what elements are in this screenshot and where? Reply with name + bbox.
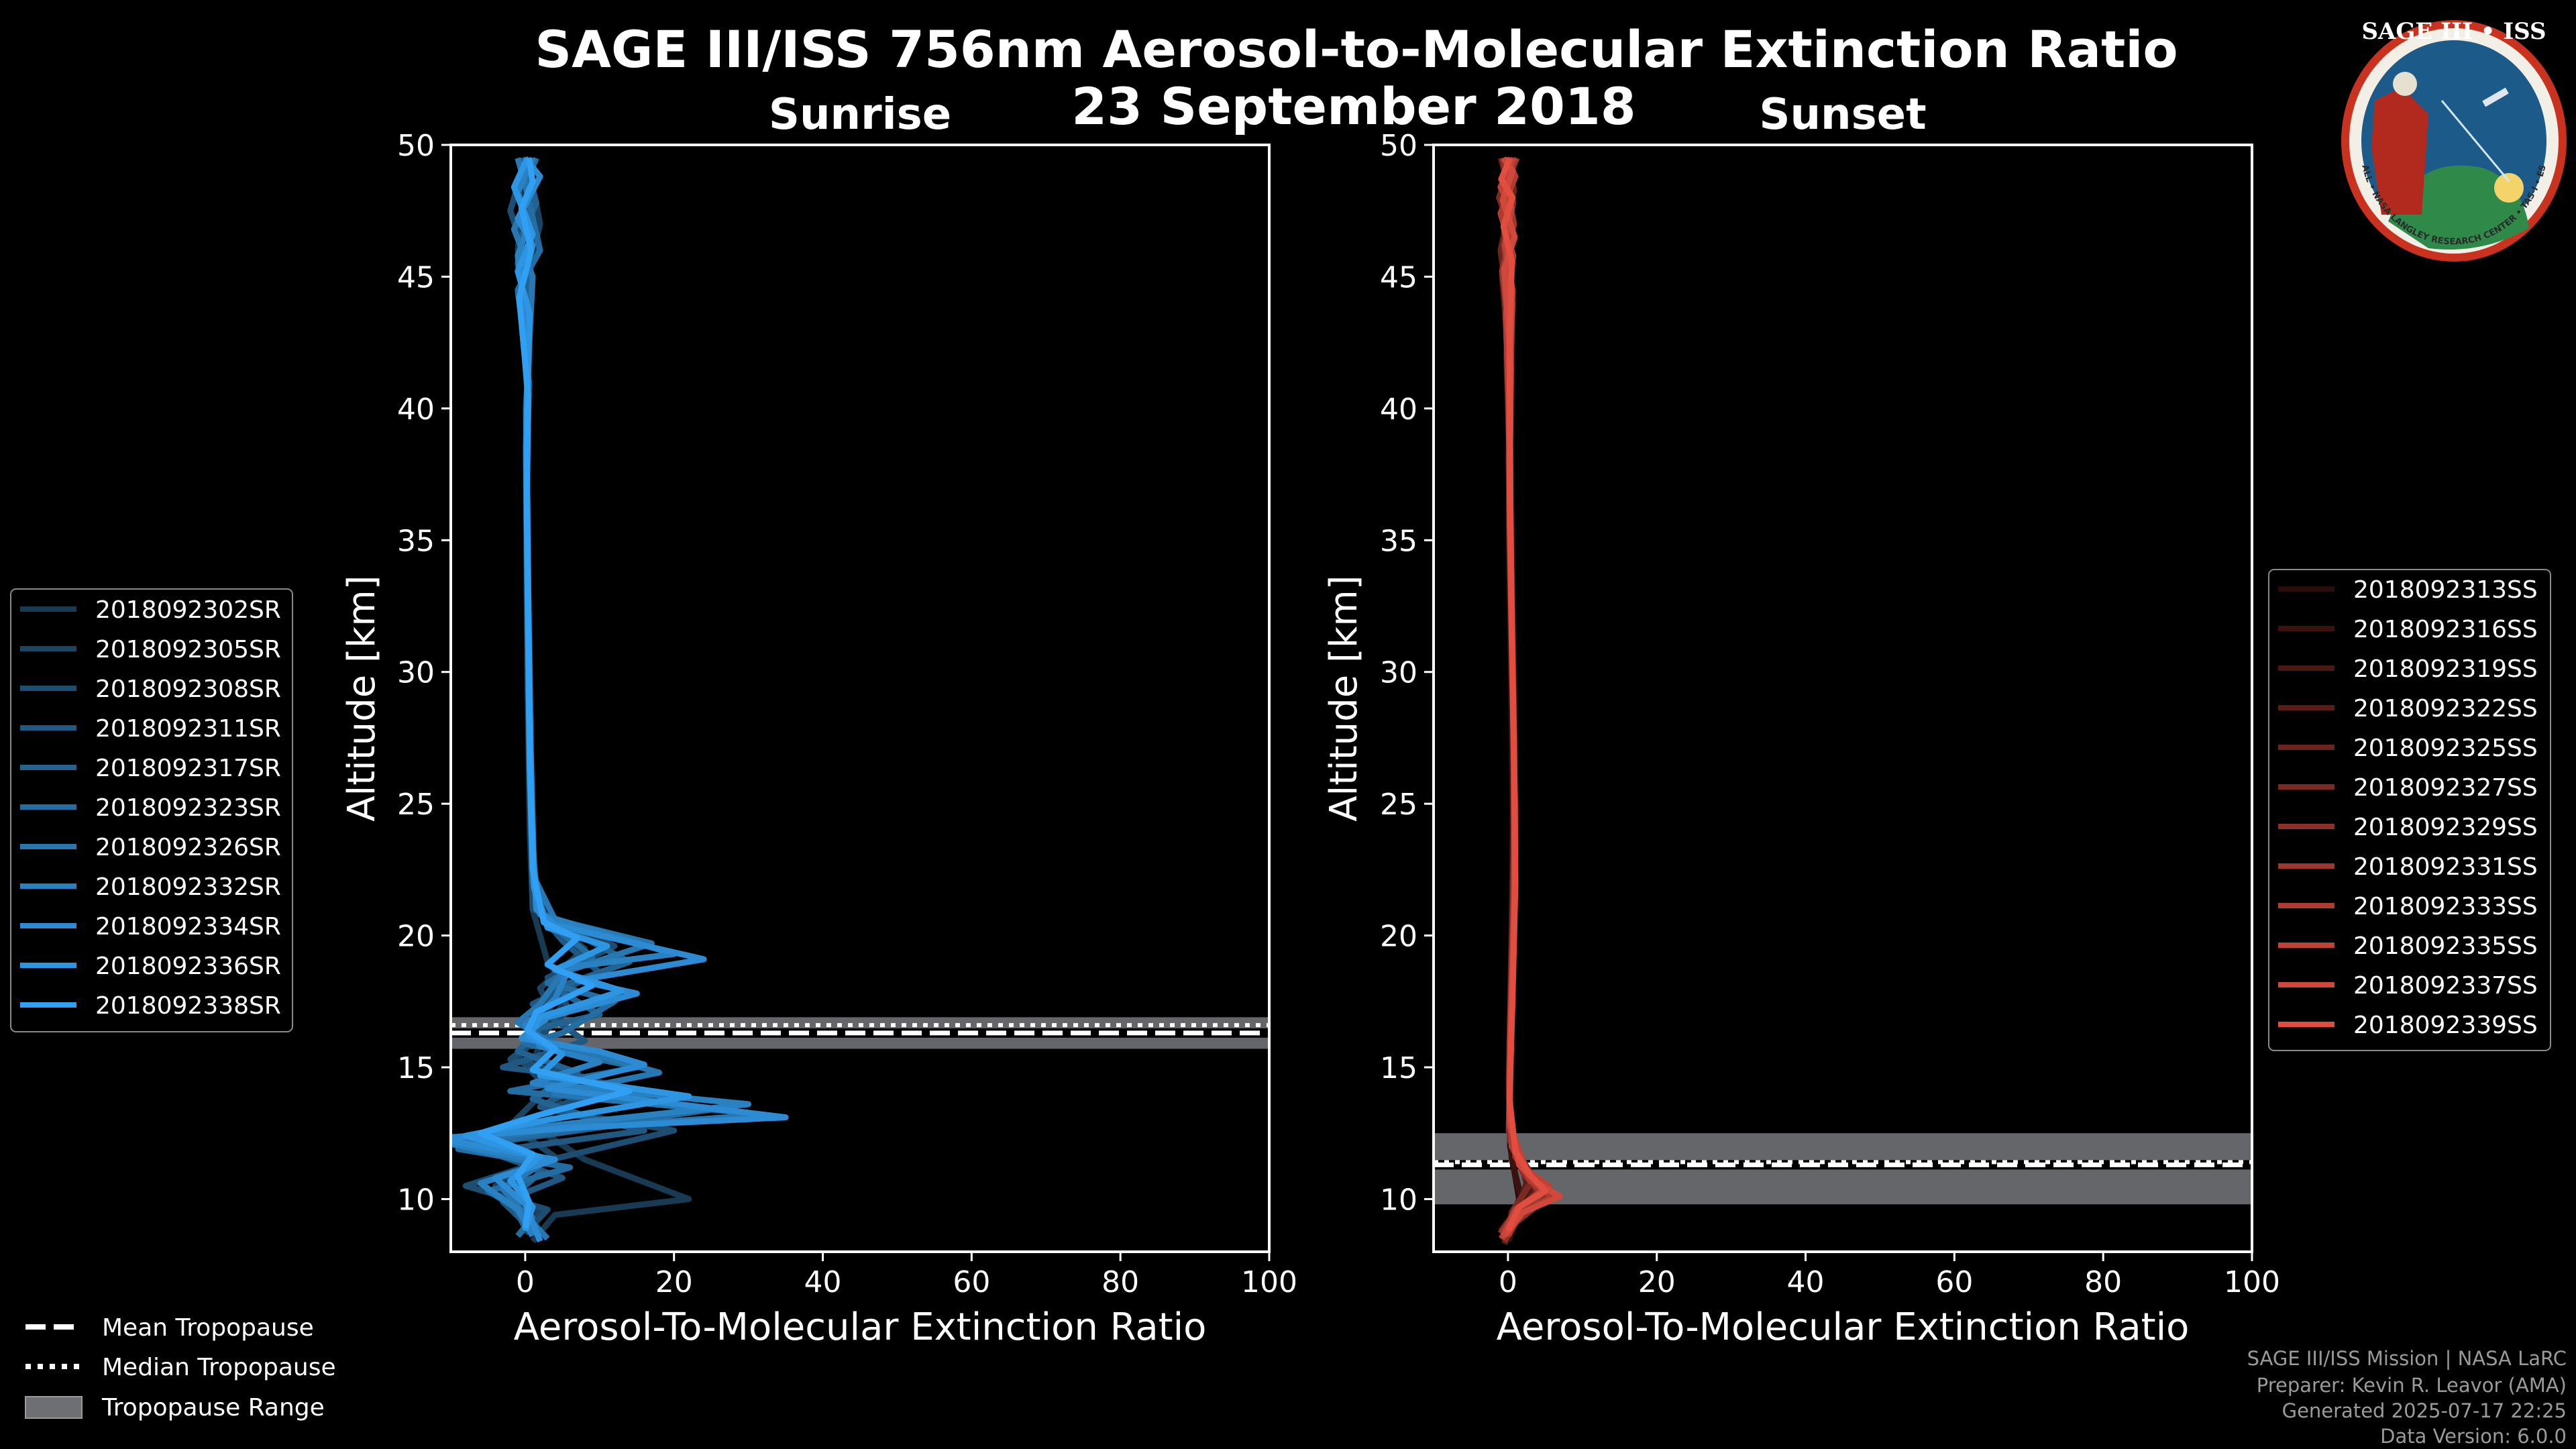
legend-label-2018092339SS: 2018092339SS [2353,1012,2538,1039]
legend-label-2018092311SR: 2018092311SR [95,715,281,743]
sunrise-plot-frame [449,144,1271,1253]
sunset-y-axis-label: Altitude [km] [1322,575,1366,821]
y-tick-label: 40 [397,392,435,427]
footer-mission: SAGE III/ISS Mission | NASA LaRC [2247,1347,2567,1370]
logo-figure-head [2393,72,2417,96]
sunset-legend-box [2268,569,2551,1051]
y-tick-label: 25 [1380,788,1417,822]
sunrise-profile-lines [451,156,789,1244]
y-tick-label: 15 [397,1051,435,1085]
y-tick-label: 25 [397,788,435,822]
x-tick-label: 80 [1102,1265,1139,1299]
sunrise-x-axis-label: Aerosol-To-Molecular Extinction Ratio [514,1305,1207,1349]
y-tick-label: 30 [397,656,435,690]
y-tick-label: 20 [397,920,435,954]
sunrise-y-ticks: 10 15 20 25 30 35 40 45 50 [397,129,451,1217]
x-tick-label: 0 [1499,1265,1517,1299]
sunset-x-axis-label: Aerosol-To-Molecular Extinction Ratio [1497,1305,2190,1349]
legend-label-2018092323SR: 2018092323SR [95,794,281,822]
legend-label-2018092316SS: 2018092316SS [2353,616,2538,643]
x-tick-label: 80 [2084,1265,2122,1299]
y-tick-label: 10 [397,1183,435,1217]
logo-figure-icon [2371,87,2428,215]
x-tick-label: 20 [655,1265,693,1299]
x-tick-label: 40 [804,1265,842,1299]
legend-label-2018092325SS: 2018092325SS [2353,735,2538,762]
x-tick-label: 40 [1787,1265,1825,1299]
footer-generated: Generated 2025-07-17 22:25 [2282,1399,2567,1422]
sunset-subtitle: Sunset [1759,90,1926,140]
tropopause-range-label: Tropopause Range [101,1394,325,1421]
legend-label-2018092336SR: 2018092336SR [95,953,281,980]
sunrise-legend-box [10,588,293,1032]
sunrise-y-axis-label: Altitude [km] [340,575,384,821]
legend-label-2018092338SR: 2018092338SR [95,992,281,1020]
legend-label-2018092332SR: 2018092332SR [95,873,281,901]
x-tick-label: 20 [1638,1265,1676,1299]
mean-tropopause-label: Mean Tropopause [102,1314,314,1342]
sunset-legend: 2018092313SS 2018092316SS 2018092319SS 2018… [2268,569,2551,1051]
logo-text: SAGE III • ISS [2361,18,2546,45]
profile-line-2018092334SR [451,156,789,1242]
y-tick-label: 50 [397,129,435,163]
y-tick-label: 20 [1380,920,1417,954]
legend-label-2018092317SR: 2018092317SR [95,755,281,782]
legend-label-2018092326SR: 2018092326SR [95,834,281,861]
footer-version: Data Version: 6.0.0 [2380,1425,2567,1448]
legend-label-2018092327SS: 2018092327SS [2353,774,2538,802]
legend-label-2018092335SS: 2018092335SS [2353,932,2538,960]
x-tick-label: 100 [2224,1265,2280,1299]
sunrise-tropopause-layer [451,1017,1269,1049]
y-tick-label: 45 [397,260,435,294]
sunrise-x-ticks: 0 20 40 60 80 100 [516,1252,1297,1299]
legend-label-2018092319SS: 2018092319SS [2353,655,2538,683]
logo-moon [2494,173,2524,203]
figure-date: 23 September 2018 [1071,76,1635,136]
legend-label-2018092302SR: 2018092302SR [95,596,281,624]
profile-line-2018092323SR [455,156,714,1238]
sunset-plot-frame [1432,144,2253,1253]
sunset-tropopause-layer [1434,1133,2252,1205]
y-tick-label: 50 [1380,129,1417,163]
y-tick-label: 40 [1380,392,1417,427]
sunset-y-ticks: 10 15 20 25 30 35 40 45 50 [1380,129,1434,1217]
x-tick-label: 60 [953,1265,990,1299]
tropopause-range-swatch [25,1396,83,1419]
footer-credits: SAGE III/ISS Mission | NASA LaRC Prepare… [2247,1347,2567,1448]
legend-label-2018092337SS: 2018092337SS [2353,972,2538,1000]
x-tick-label: 0 [516,1265,535,1299]
sunset-panel: 0 20 40 60 80 100 10 15 20 25 30 35 40 45 50 Aerosol-… [1322,129,2280,1349]
legend-label-2018092333SS: 2018092333SS [2353,893,2538,920]
legend-label-2018092313SS: 2018092313SS [2353,576,2538,604]
y-tick-label: 10 [1380,1183,1417,1217]
legend-label-2018092329SS: 2018092329SS [2353,814,2538,841]
sunrise-panel: 0 20 40 60 80 100 10 15 20 25 30 35 40 45 50 Aerosol-… [340,129,1297,1349]
figure-title: SAGE III/ISS 756nm Aerosol-to-Molecular … [535,19,2178,79]
sunrise-legend: 2018092302SR 2018092305SR 2018092308SR 2018… [10,588,293,1032]
tropopause-legend: Mean Tropopause Median Tropopause Tropop… [25,1314,336,1421]
y-tick-label: 15 [1380,1051,1417,1085]
legend-label-2018092331SS: 2018092331SS [2353,853,2538,881]
y-tick-label: 30 [1380,656,1417,690]
y-tick-label: 35 [397,524,435,558]
sunset-x-ticks: 0 20 40 60 80 100 [1499,1252,2280,1299]
x-tick-label: 60 [1935,1265,1973,1299]
median-tropopause-label: Median Tropopause [102,1354,336,1381]
footer-preparer: Preparer: Kevin R. Leavor (AMA) [2257,1374,2567,1397]
profile-line-2018092339SS [1498,156,1548,1232]
logo-satellite-icon [2482,87,2509,107]
legend-label-2018092308SR: 2018092308SR [95,676,281,703]
legend-label-2018092305SR: 2018092305SR [95,636,281,663]
sunrise-subtitle: Sunrise [769,90,951,140]
y-tick-label: 35 [1380,524,1417,558]
profile-line-2018092338SR [477,157,633,1229]
y-tick-label: 45 [1380,260,1417,294]
logo-beam [2440,100,2510,182]
legend-label-2018092334SR: 2018092334SR [95,913,281,941]
x-tick-label: 100 [1241,1265,1297,1299]
sunset-profile-lines [1496,156,1563,1245]
legend-label-2018092322SS: 2018092322SS [2353,695,2538,722]
